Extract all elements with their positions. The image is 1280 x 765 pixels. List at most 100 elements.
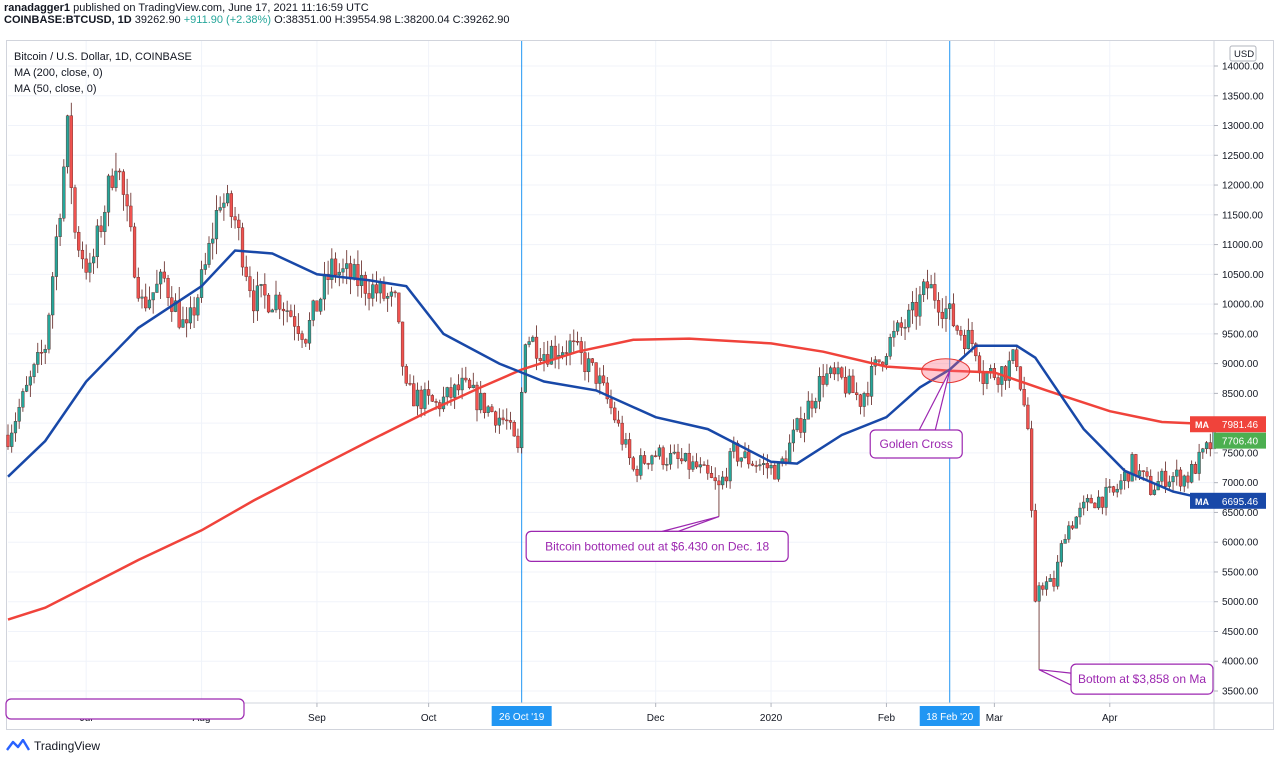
candle-body: [211, 238, 215, 244]
candle-body: [665, 464, 669, 466]
candle-body: [553, 345, 557, 359]
candle-body: [17, 407, 21, 422]
candle-body: [706, 464, 710, 474]
ma-tag-label: MA: [1195, 497, 1209, 507]
candle-body: [918, 294, 922, 317]
candle-body: [278, 294, 282, 310]
candle-body: [1152, 489, 1157, 495]
candle-body: [795, 418, 799, 431]
candle-body: [713, 477, 717, 482]
candle-body: [1108, 486, 1112, 488]
candle-body: [851, 375, 855, 393]
candle-body: [1007, 360, 1011, 381]
candle-body: [654, 455, 658, 457]
candle-body: [587, 358, 591, 373]
y-tick-label: 4000.00: [1222, 657, 1259, 668]
candle-body: [263, 284, 267, 296]
annotation-pointer: [662, 516, 720, 532]
candle-body: [981, 372, 985, 384]
candle-body: [691, 461, 695, 470]
candle-body: [103, 211, 107, 232]
candle-body: [255, 285, 260, 312]
candle-body: [28, 376, 32, 386]
candle-body: [266, 294, 271, 313]
candle-body: [166, 278, 170, 298]
candle-body: [333, 258, 338, 276]
candle-body: [419, 389, 423, 409]
x-tick-label: Mar: [986, 713, 1004, 724]
candle-body: [412, 383, 416, 407]
ma-tag-badge: [1190, 492, 1214, 509]
legend-ma50: MA (50, close, 0): [14, 83, 97, 95]
candle-body: [229, 193, 233, 217]
candle-body: [910, 301, 915, 311]
annotation-pointer: [1038, 669, 1072, 687]
candle-body: [810, 400, 814, 409]
candle-body: [315, 300, 319, 312]
candle-body: [579, 341, 583, 353]
candle-body: [516, 435, 520, 449]
candle-body: [549, 345, 554, 365]
candle-body: [471, 384, 475, 389]
candle-body: [508, 420, 513, 423]
date-marker-badge: [919, 706, 980, 726]
price-label-badge: [1214, 492, 1266, 509]
annotation-box: [869, 429, 963, 459]
candle-body: [1033, 510, 1037, 602]
grid-lines: [8, 41, 1214, 703]
candle-body: [6, 434, 10, 447]
candle-body: [821, 376, 825, 385]
candle-body: [884, 356, 889, 365]
candle-body: [389, 291, 394, 297]
candle-body: [1123, 471, 1127, 481]
candle-body: [464, 377, 468, 381]
candle-body: [404, 366, 408, 384]
chart-frame: [6, 40, 1274, 730]
candle-body: [91, 256, 96, 264]
x-tick-label: Sep: [308, 713, 326, 724]
candle-body: [776, 463, 781, 480]
candle-body: [959, 330, 963, 336]
legend-title: Bitcoin / U.S. Dollar, 1D, COINBASE: [14, 51, 192, 63]
candle-body: [39, 352, 44, 354]
candle-body: [955, 325, 959, 331]
candle-body: [791, 429, 796, 444]
symbol-label: COINBASE:BTCUSD, 1D: [4, 14, 132, 26]
annotation-callout: Golden Cross: [869, 370, 963, 459]
y-tick-label: 9500.00: [1222, 329, 1259, 340]
annotation-box: [1070, 663, 1214, 695]
candle-body: [1149, 475, 1153, 495]
candle-body: [449, 387, 453, 398]
price-change: +911.90 (+2.38%): [183, 14, 271, 26]
candle-body: [761, 463, 766, 465]
y-tick-label: 11500.00: [1222, 210, 1263, 221]
candle-body: [400, 321, 405, 367]
candle-body: [493, 411, 498, 426]
candle-body: [1018, 366, 1023, 390]
candle-body: [270, 309, 274, 313]
candle-body: [668, 453, 673, 465]
candle-body: [639, 455, 643, 476]
candle-body: [1204, 442, 1209, 449]
footer-brand[interactable]: TradingView: [34, 739, 101, 753]
candle-body: [687, 452, 691, 470]
candle-body: [560, 352, 565, 356]
candle-body: [616, 419, 621, 424]
candle-body: [657, 447, 662, 457]
candle-body: [300, 333, 304, 340]
candle-body: [341, 268, 345, 273]
published-text: published on TradingView.com, June 17, 2…: [73, 2, 369, 14]
candle-body: [36, 352, 40, 365]
candle-body: [501, 417, 505, 421]
author-name[interactable]: ranadagger1: [4, 2, 71, 14]
candle-body: [601, 375, 606, 384]
candle-body: [456, 384, 461, 391]
y-tick-label: 6000.00: [1222, 538, 1259, 549]
candle-body: [1029, 428, 1034, 511]
y-tick-label: 13000.00: [1222, 121, 1264, 132]
price-axis[interactable]: 14000.00 13500.00 13000.00 12500.00 12000.00…: [1213, 41, 1264, 729]
candle-body: [110, 175, 114, 188]
candle-body: [877, 359, 881, 363]
candle-body: [683, 452, 688, 462]
